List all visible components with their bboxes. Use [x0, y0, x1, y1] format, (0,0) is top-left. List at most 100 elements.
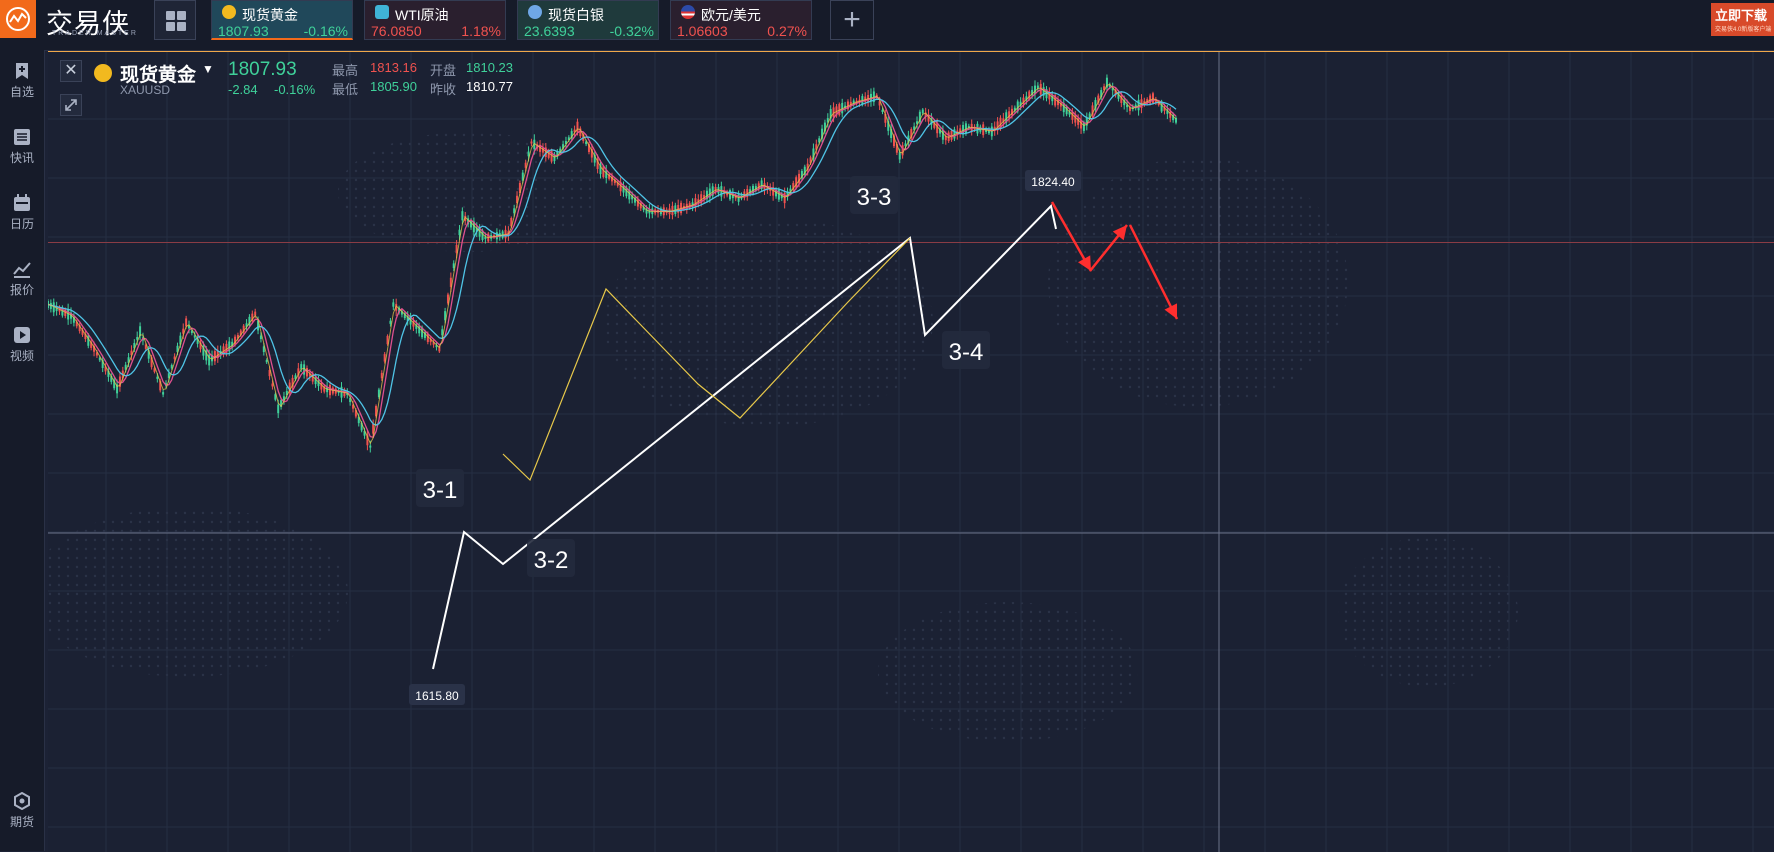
- candle-body: [1048, 92, 1051, 100]
- candle-body: [311, 374, 314, 382]
- candle-body: [423, 332, 426, 338]
- candle-body: [792, 183, 795, 190]
- download-button[interactable]: 立即下载 交易侠4.0新版客户端: [1711, 3, 1774, 36]
- sidebar-item-watchlist[interactable]: 自选: [0, 62, 44, 100]
- candle-body: [314, 377, 317, 385]
- candle-body: [1091, 105, 1094, 116]
- candle-body: [1057, 99, 1060, 106]
- tab-wti-oil[interactable]: WTI原油 76.0850 1.18%: [364, 0, 506, 40]
- tab-name: 现货黄金: [242, 7, 298, 23]
- candle-body: [317, 380, 320, 387]
- candle-body: [800, 170, 803, 179]
- collapse-arrows-icon: [65, 99, 77, 111]
- silver-coin-icon: [528, 5, 542, 19]
- instrument-change: -2.84: [228, 82, 258, 97]
- candle-body: [231, 341, 234, 348]
- sidebar-item-label: 视频: [9, 349, 34, 363]
- candle-body: [530, 141, 533, 144]
- candle-body: [711, 186, 714, 196]
- candle-body: [602, 166, 605, 178]
- candle-body: [363, 430, 366, 436]
- candle-body: [944, 136, 947, 141]
- candle-body: [1013, 107, 1016, 111]
- candle-body: [432, 342, 435, 345]
- candle-body: [372, 424, 375, 434]
- sidebar-item-label: 报价: [9, 283, 34, 297]
- calendar-icon: [14, 194, 30, 211]
- candle-body: [297, 368, 300, 376]
- sidebar-item-news[interactable]: 快讯: [0, 128, 44, 166]
- sidebar-item-video[interactable]: 视频: [0, 326, 44, 364]
- candle-body: [70, 312, 73, 319]
- candle-body: [199, 342, 202, 350]
- candle-body: [775, 189, 778, 197]
- candle-body: [136, 336, 139, 340]
- expand-chart-button[interactable]: [60, 94, 82, 116]
- sidebar-item-label: 期货: [9, 815, 34, 829]
- candle-body: [159, 380, 162, 391]
- candle-body: [587, 144, 590, 153]
- sidebar-item-quotes[interactable]: 报价: [0, 260, 44, 298]
- candle-body: [1082, 123, 1085, 131]
- candle-body: [81, 329, 84, 335]
- tab-gold[interactable]: 现货黄金 1807.93 -0.16%: [211, 0, 353, 40]
- wave-line-secondary: [502, 237, 911, 482]
- candle-body: [193, 335, 196, 338]
- candle-body: [849, 101, 852, 107]
- candle-body: [518, 183, 521, 194]
- candle-body: [806, 163, 809, 171]
- map-region: [878, 602, 1138, 742]
- instrument-change-pct: -0.16%: [274, 82, 316, 97]
- candle-body: [1022, 97, 1025, 105]
- add-tab-button[interactable]: +: [830, 0, 874, 40]
- candle-body: [167, 373, 170, 378]
- grid-cell-icon: [166, 11, 175, 20]
- chart-grid: [48, 52, 1774, 852]
- projection-arrows: [1050, 201, 1179, 320]
- projection-arrow-head: [1078, 255, 1091, 271]
- candle-body: [95, 352, 98, 356]
- candle-body: [400, 311, 403, 315]
- prev-close-label: 昨收: [430, 82, 457, 97]
- close-chart-button[interactable]: ✕: [60, 60, 82, 82]
- candle-body: [703, 195, 706, 199]
- candle-body: [1126, 104, 1129, 108]
- high-label: 最高: [332, 63, 359, 78]
- ma-line-pink: [48, 85, 1177, 438]
- candle-body: [694, 198, 697, 208]
- logo-subtitle: TRADER MASTER: [52, 30, 138, 37]
- chevron-down-icon[interactable]: ▼: [202, 62, 214, 76]
- candle-body: [631, 195, 634, 200]
- layout-grid-button[interactable]: [154, 0, 196, 40]
- price-chart[interactable]: 3-1 3-2 3-3 3-4 1824.40 1615.80: [48, 52, 1774, 852]
- wave-label-bg: [527, 539, 575, 577]
- tab-name: 现货白银: [548, 7, 604, 23]
- candle-body: [208, 354, 211, 366]
- candle-body: [464, 215, 467, 222]
- tab-eur-usd[interactable]: 欧元/美元 1.06603 0.27%: [670, 0, 812, 40]
- candle-body: [953, 129, 956, 139]
- candle-body: [1123, 100, 1126, 106]
- instrument-name[interactable]: 现货黄金: [120, 65, 197, 86]
- candle-body: [1114, 89, 1117, 96]
- tab-silver[interactable]: 现货白银 23.6393 -0.32%: [517, 0, 659, 40]
- candle-body: [887, 120, 890, 131]
- candle-body: [1002, 118, 1005, 123]
- candle-body: [708, 188, 711, 198]
- candle-body: [271, 383, 274, 387]
- sidebar-item-calendar[interactable]: 日历: [0, 194, 44, 232]
- candle-body: [826, 118, 829, 123]
- candle-body: [1016, 101, 1019, 112]
- candle-body: [55, 306, 58, 311]
- candle-body: [236, 334, 239, 339]
- futures-icon: [14, 792, 30, 810]
- candle-body: [933, 121, 936, 128]
- candle-body: [916, 121, 919, 124]
- candle-body: [274, 394, 277, 400]
- sidebar-item-futures[interactable]: 期货: [0, 792, 44, 830]
- tab-name: WTI原油: [395, 7, 449, 23]
- candle-body: [576, 121, 579, 133]
- logo-text: 交易侠: [46, 9, 130, 39]
- tab-change: 1.18%: [461, 23, 501, 39]
- candle-body: [90, 341, 93, 348]
